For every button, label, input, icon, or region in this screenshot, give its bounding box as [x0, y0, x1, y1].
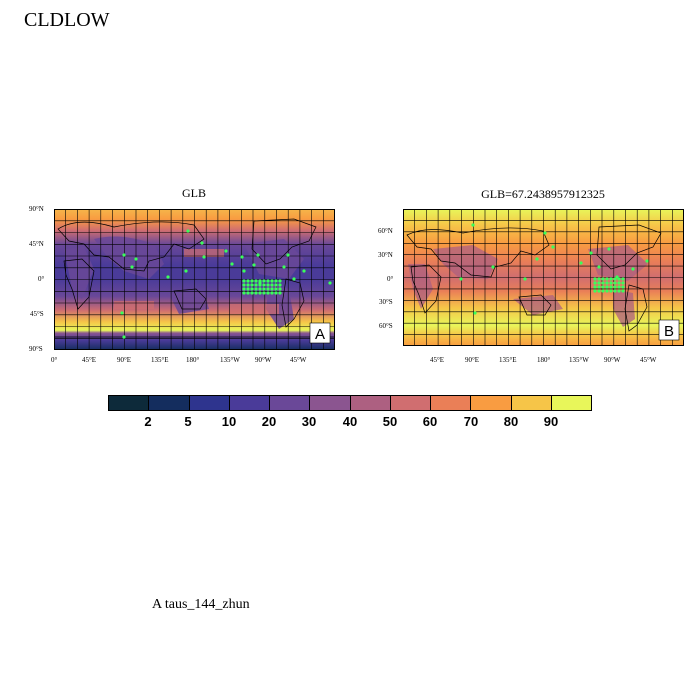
colorbar-swatch [431, 396, 472, 410]
colorbar-label: 70 [463, 414, 479, 429]
colorbar-label: 5 [184, 414, 192, 429]
lon-label: 180° [537, 356, 551, 364]
lat-label: 0° [387, 275, 394, 283]
colorbar-label: 40 [342, 414, 358, 429]
colorbar-label: 30 [301, 414, 317, 429]
colorbar [108, 395, 592, 411]
lon-label: 45°E [430, 356, 445, 364]
lon-label: 135°E [151, 356, 169, 364]
colorbar-swatch [350, 396, 391, 410]
lon-label: 90°E [117, 356, 132, 364]
colorbar-swatch [511, 396, 552, 410]
colorbar-swatch [471, 396, 512, 410]
page-title: CLDLOW [24, 9, 110, 31]
lon-label: 135°W [220, 356, 240, 364]
lat-label: 90°S [29, 345, 43, 353]
lat-label: 90°N [29, 205, 44, 213]
panel-a-letter: A [315, 326, 325, 343]
lat-label: 60°N [378, 227, 393, 235]
colorbar-swatch [149, 396, 190, 410]
lon-label: 90°W [255, 356, 272, 364]
colorbar-label: 20 [261, 414, 277, 429]
lon-label: 45°E [82, 356, 97, 364]
lat-label: 30°S [379, 298, 393, 306]
lon-label: 135°W [569, 356, 589, 364]
colorbar-swatch [189, 396, 230, 410]
colorbar-label: 80 [503, 414, 519, 429]
lon-label: 135°E [499, 356, 517, 364]
colorbar-swatch [390, 396, 431, 410]
panel-a-map: A [54, 209, 335, 350]
panel-b-letter: B [664, 323, 674, 340]
panel-b-map: B [403, 209, 684, 346]
colorbar-label: 10 [221, 414, 237, 429]
lon-label: 0° [51, 356, 58, 364]
colorbar-swatch [270, 396, 311, 410]
lat-label: 0° [38, 275, 45, 283]
lon-label: 90°W [604, 356, 621, 364]
panel-b-title: GLB=67.2438957912325 [481, 187, 605, 201]
lat-label: 45°S [30, 310, 44, 318]
colorbar-swatch [551, 396, 591, 410]
colorbar-swatch [310, 396, 351, 410]
colorbar-swatch [229, 396, 270, 410]
panel-a-title: GLB [182, 186, 206, 200]
lon-label: 45°W [640, 356, 657, 364]
colorbar-label: 60 [422, 414, 438, 429]
footer-caption: A taus_144_zhun [152, 597, 250, 612]
lon-label: 45°W [290, 356, 307, 364]
colorbar-label: 2 [144, 414, 152, 429]
lat-label: 60°S [379, 322, 393, 330]
lat-label: 30°N [378, 251, 393, 259]
colorbar-label: 50 [382, 414, 398, 429]
lon-label: 180° [186, 356, 200, 364]
colorbar-swatch [109, 396, 150, 410]
colorbar-label: 90 [543, 414, 559, 429]
lat-label: 45°N [29, 240, 44, 248]
lon-label: 90°E [465, 356, 480, 364]
